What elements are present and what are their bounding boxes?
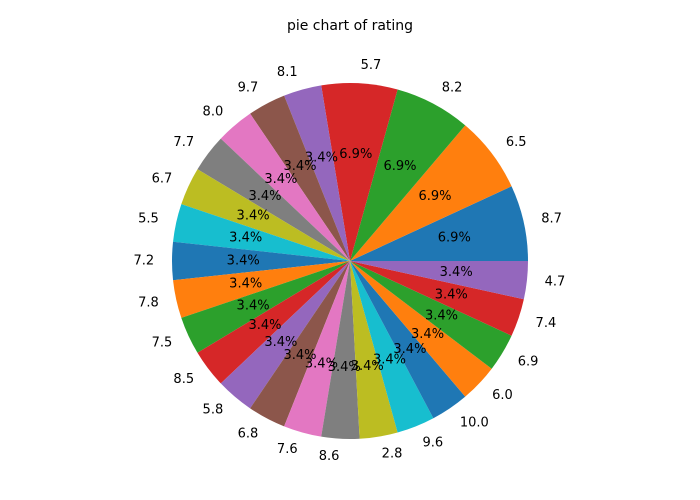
pie-slice [220, 113, 350, 261]
slice-category-label: 7.2 [134, 254, 155, 269]
pie-slice [350, 125, 512, 262]
slice-category-label: 9.6 [422, 435, 443, 450]
slice-percent-label: 3.4% [283, 159, 316, 174]
slice-percent-label: 3.4% [283, 348, 316, 363]
slice-percent-label: 3.4% [425, 309, 458, 324]
slice-percent-label: 3.4% [305, 356, 338, 371]
pie-slice [321, 82, 398, 261]
slice-category-label: 8.0 [203, 104, 224, 119]
pie-slice [350, 89, 466, 261]
slice-category-label: 4.7 [545, 275, 566, 290]
pie-slice [181, 261, 350, 353]
pie-slice [284, 261, 350, 437]
slice-percent-label: 3.4% [237, 298, 270, 313]
slice-percent-label: 3.4% [227, 254, 260, 269]
slice-category-label: 6.8 [238, 426, 259, 441]
slice-percent-label: 3.4% [229, 231, 262, 246]
slice-percent-label: 3.4% [229, 276, 262, 291]
slice-category-label: 8.2 [442, 81, 463, 96]
pie-slice [220, 261, 350, 409]
slice-percent-label: 6.9% [438, 231, 471, 246]
slice-category-label: 5.7 [361, 58, 382, 73]
slice-category-label: 7.7 [173, 135, 194, 150]
pie-slice [181, 169, 350, 261]
pie-slice [284, 85, 350, 261]
slice-category-label: 5.5 [138, 211, 159, 226]
slice-percent-label: 6.9% [419, 189, 452, 204]
pie-slice [350, 261, 492, 397]
slice-percent-label: 3.4% [264, 335, 297, 350]
pie-slice [350, 261, 528, 300]
slice-category-label: 6.7 [152, 171, 173, 186]
pie-slice [173, 204, 350, 261]
slice-category-label: 7.6 [277, 442, 298, 457]
pie-slice [350, 261, 434, 433]
pie-slice [250, 261, 350, 427]
slice-percent-label: 3.4% [411, 327, 444, 342]
slice-percent-label: 6.9% [339, 147, 372, 162]
slice-percent-label: 3.4% [393, 342, 426, 357]
slice-category-label: 8.7 [541, 211, 562, 226]
slice-percent-label: 3.4% [435, 288, 468, 303]
slice-percent-label: 3.4% [351, 359, 384, 374]
slice-category-label: 6.5 [506, 135, 527, 150]
chart-title: pie chart of rating [287, 18, 413, 34]
slice-percent-label: 3.4% [248, 318, 281, 333]
slice-category-label: 7.4 [536, 316, 557, 331]
slice-category-label: 8.1 [277, 65, 298, 80]
slice-percent-label: 3.4% [373, 353, 406, 368]
pie-labels: 8.7 6.9% 6.5 6.9% 8.2 6.9% 5.7 6.9% 8.1 3.4% 9.7 3.… [134, 58, 566, 464]
pie-slice [350, 261, 398, 439]
slice-category-label: 9.7 [238, 81, 259, 96]
slice-percent-label: 6.9% [384, 159, 417, 174]
pie-slice [350, 261, 524, 336]
slice-percent-label: 3.4% [328, 360, 361, 375]
pie-slice [197, 138, 350, 261]
pie-slice [350, 261, 466, 419]
slice-category-label: 2.8 [382, 447, 403, 462]
slice-percent-label: 3.4% [264, 172, 297, 187]
slice-percent-label: 3.4% [237, 209, 270, 224]
slice-category-label: 8.5 [173, 372, 194, 387]
pie-slice [321, 261, 360, 439]
slice-percent-label: 3.4% [440, 265, 473, 280]
slice-category-label: 6.9 [518, 354, 539, 369]
slice-category-label: 5.8 [203, 403, 224, 418]
slice-category-label: 8.6 [319, 449, 340, 464]
slice-percent-label: 3.4% [248, 189, 281, 204]
slice-percent-label: 3.4% [305, 151, 338, 166]
pie-slice [250, 95, 350, 261]
slice-category-label: 6.0 [492, 388, 513, 403]
pie-slice [350, 261, 512, 369]
pie-slice [173, 261, 350, 318]
slice-category-label: 10.0 [460, 416, 489, 431]
pie-slice [350, 186, 528, 261]
pie-slices [172, 82, 528, 439]
pie-slice [172, 241, 350, 281]
slice-category-label: 7.5 [152, 336, 173, 351]
pie-slice [197, 261, 350, 384]
slice-category-label: 7.8 [138, 296, 159, 311]
